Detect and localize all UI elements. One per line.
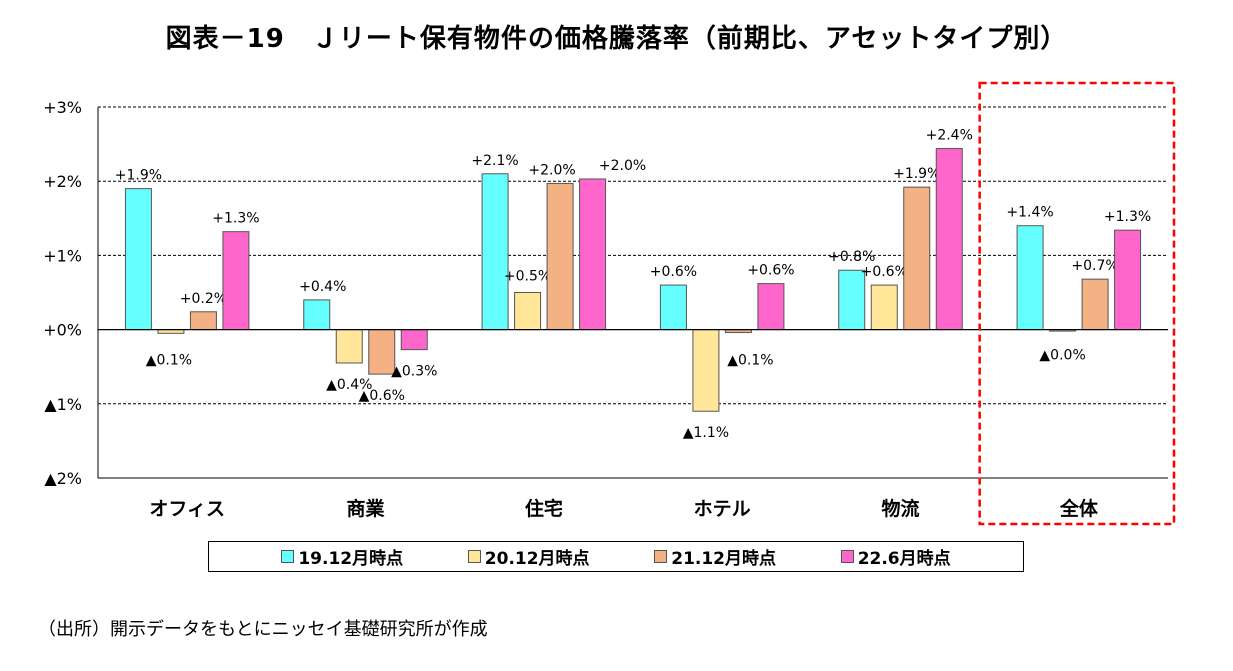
legend-item: 20.12月時点 [467,544,590,569]
bar [546,182,574,331]
bar [903,186,931,331]
y-tick-label: ▲2% [44,469,82,488]
bar [514,292,542,331]
data-label: ▲0.1% [727,353,773,369]
bar [335,329,363,364]
legend-item: 21.12月時点 [654,544,776,569]
y-tick-label: ▲1% [44,395,82,414]
data-label: +0.6% [747,263,794,279]
legend-label: 22.6月時点 [857,549,951,569]
x-tick-label: オフィス [149,498,225,520]
bar [400,329,428,351]
x-tick-label: 物流 [881,497,919,520]
legend-item: 19.12月時点 [281,544,403,569]
data-label: ▲0.3% [391,364,437,380]
y-tick-label: +1% [43,246,82,265]
data-label: ▲0.6% [359,388,405,404]
data-label: +0.6% [861,264,908,280]
legend-label: 21.12月時点 [671,549,777,569]
bar [692,329,720,412]
bar [1114,229,1142,331]
bar [659,284,687,331]
data-label: +1.9% [115,168,162,184]
data-label: +1.4% [1006,205,1053,221]
legend-label: 20.12月時点 [484,549,590,569]
bar [1016,225,1044,331]
legend: 19.12月時点 20.12月時点 21.12月時点 22.6月時点 [208,541,1024,572]
source-note: （出所）開示データをもとにニッセイ基礎研究所が作成 [38,619,488,640]
bar [870,284,898,331]
x-tick-label: 商業 [346,497,385,520]
x-tick-label: ホテル [694,498,751,520]
bar [935,148,963,331]
data-label: +1.9% [893,166,940,182]
x-tick-label: 住宅 [525,497,563,520]
bar [1081,278,1109,331]
legend-label: 19.12月時点 [298,549,404,569]
chart-title: 図表－19 Ｊリート保有物件の価格騰落率（前期比、アセットタイプ別） [165,24,1068,54]
bar [189,311,217,331]
data-label: +2.4% [926,128,973,144]
data-label: +0.6% [650,264,697,280]
legend-swatch [654,550,668,563]
data-label: +0.8% [828,249,875,265]
bar [222,231,250,331]
data-label: +0.5% [504,269,551,285]
legend-swatch [840,550,854,563]
y-tick-label: +0% [43,321,82,340]
y-tick-label: +2% [43,172,82,191]
y-tick-label: +3% [43,98,82,117]
highlight-box [978,81,1176,526]
bar [579,178,607,331]
data-label: +2.0% [599,158,646,174]
bar [368,329,396,375]
data-label: +1.3% [1104,209,1151,225]
data-label: +1.3% [212,211,259,227]
legend-item: 22.6月時点 [840,544,951,569]
data-label: ▲0.1% [146,353,192,369]
bar [481,173,509,331]
data-label: +2.1% [471,153,518,169]
bar [303,299,331,331]
bar [124,188,152,331]
legend-swatch [281,550,295,563]
bar [757,283,785,331]
data-label: ▲0.4% [326,377,372,393]
x-tick-label: 全体 [1059,497,1099,520]
data-label: +2.0% [528,162,575,178]
data-label: ▲1.1% [683,425,729,441]
data-label: +0.7% [1071,258,1118,274]
data-label: +0.4% [299,279,346,295]
data-label: ▲0.0% [1039,348,1085,364]
data-label: +0.2% [180,291,227,307]
legend-swatch [467,550,481,563]
